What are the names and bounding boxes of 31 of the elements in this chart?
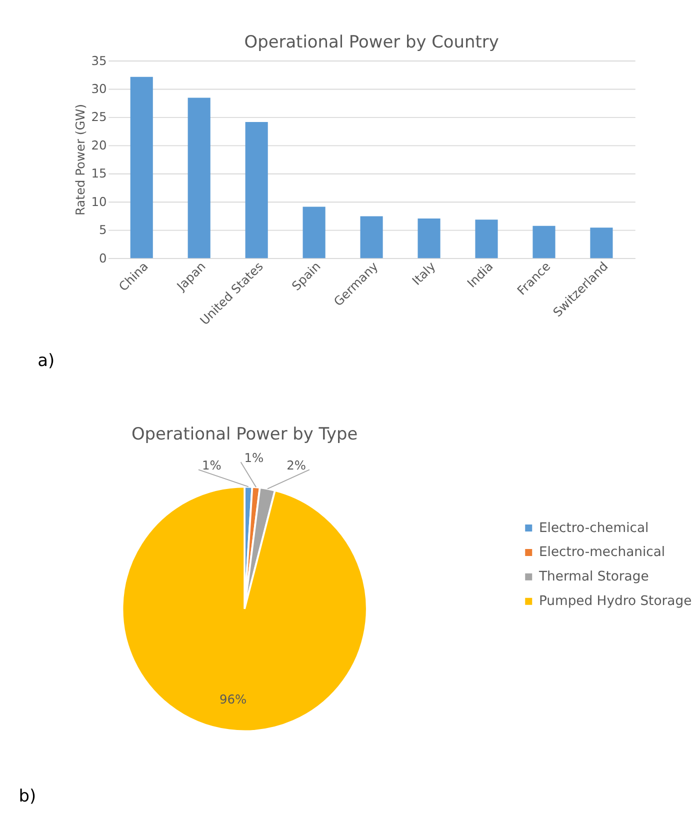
chart-title: Operational Power by Type [131, 424, 358, 444]
bar [245, 122, 268, 258]
y-axis-title: Rated Power (GW) [74, 104, 88, 216]
bar [302, 206, 326, 258]
y-tick-label: 35 [91, 54, 107, 68]
data-label: 2% [286, 458, 306, 473]
legend-label: Electro-mechanical [538, 545, 666, 560]
bar [475, 220, 498, 258]
legend-label: Thermal Storage [538, 570, 649, 585]
y-tick-label: 15 [91, 166, 107, 181]
data-label: 1% [202, 458, 222, 473]
data-label: 1% [244, 451, 264, 466]
text: a) [38, 350, 55, 370]
y-tick-label: 20 [91, 138, 107, 152]
legend-label: Electro-chemical [538, 520, 649, 536]
bar [130, 76, 153, 258]
pie-slice [121, 486, 368, 732]
y-tick-label: 10 [91, 194, 107, 209]
y-tick-label: 30 [91, 82, 107, 96]
y-tick-label: 0 [98, 251, 107, 266]
bar [418, 218, 440, 258]
text: b) [18, 786, 36, 806]
data-label: 96% [219, 692, 247, 707]
bar [590, 228, 613, 258]
legend-label: Pumped Hydro Storage [538, 594, 692, 610]
chart-title: Operational Power by Country [244, 31, 499, 52]
y-tick-label: 5 [98, 223, 107, 238]
bar [188, 98, 210, 258]
bar [360, 216, 383, 258]
y-tick-label: 25 [91, 110, 107, 124]
bar [532, 226, 556, 258]
